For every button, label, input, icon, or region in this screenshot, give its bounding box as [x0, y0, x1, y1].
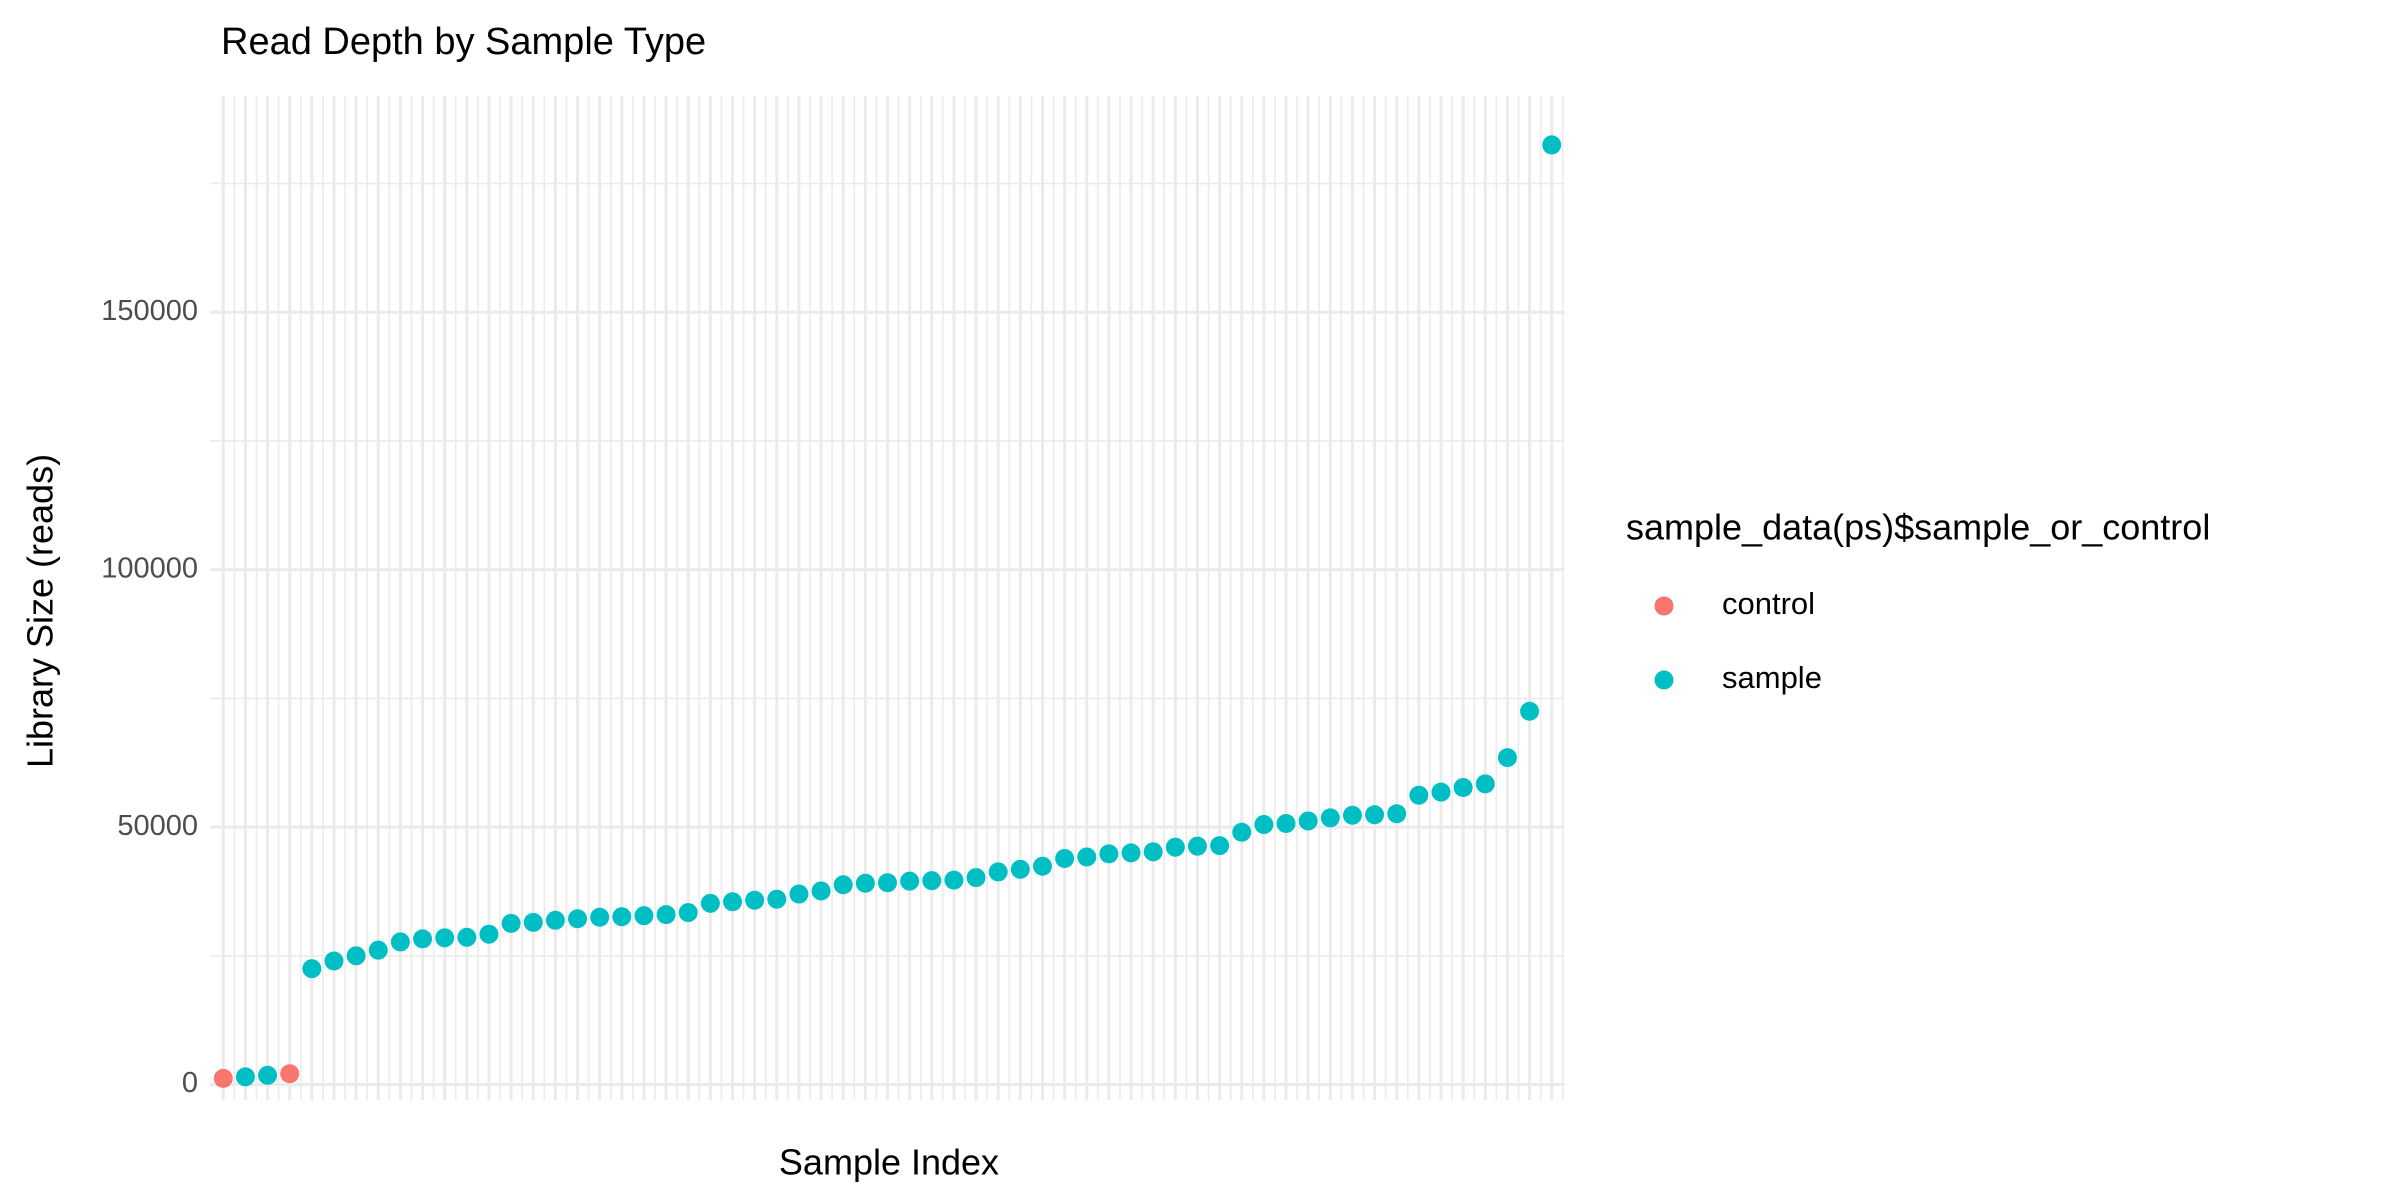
point — [1055, 849, 1075, 869]
point — [966, 868, 986, 888]
point — [878, 873, 897, 893]
legend-label: control — [1722, 586, 1815, 621]
point — [258, 1065, 278, 1085]
point — [302, 959, 322, 979]
point — [1077, 847, 1097, 867]
point — [1254, 815, 1274, 835]
point — [390, 932, 410, 952]
point — [855, 873, 875, 893]
point — [1475, 774, 1495, 794]
point — [545, 910, 565, 930]
point — [634, 906, 654, 926]
point — [811, 881, 831, 901]
point — [1276, 814, 1296, 834]
point — [280, 1064, 300, 1084]
point — [435, 928, 455, 948]
legend-title: sample_data(ps)$sample_or_control — [1626, 507, 2210, 548]
point — [789, 884, 809, 904]
point — [523, 912, 543, 932]
point — [1387, 804, 1407, 824]
point — [235, 1067, 255, 1087]
point — [1010, 859, 1030, 879]
point — [1121, 843, 1141, 863]
legend-swatch — [1654, 596, 1674, 616]
point — [568, 909, 588, 929]
point — [833, 875, 853, 895]
point — [346, 946, 366, 966]
point — [988, 862, 1008, 882]
point — [1210, 836, 1230, 856]
legend: sample_data(ps)$sample_or_control contro… — [1626, 507, 2210, 696]
point — [1099, 844, 1119, 864]
point — [501, 913, 521, 933]
point — [413, 929, 433, 949]
y-tick-label: 0 — [182, 1067, 198, 1099]
point — [922, 871, 942, 891]
point — [678, 903, 698, 923]
point — [1520, 701, 1540, 721]
point — [457, 927, 477, 947]
point — [1409, 785, 1429, 805]
legend-swatch — [1654, 670, 1674, 690]
point — [900, 871, 920, 891]
point — [723, 892, 743, 912]
y-tick-label: 100000 — [101, 552, 198, 584]
point — [1320, 808, 1340, 828]
point — [1342, 805, 1362, 825]
point — [1298, 811, 1318, 831]
point — [479, 924, 499, 944]
grid — [210, 96, 1565, 1100]
point — [1453, 777, 1473, 797]
point — [590, 907, 610, 927]
point — [1232, 822, 1252, 842]
point — [324, 951, 344, 971]
point — [745, 890, 765, 910]
point — [213, 1068, 233, 1088]
point — [1497, 748, 1517, 768]
point — [1187, 836, 1207, 856]
point — [944, 870, 964, 890]
y-axis-title: Library Size (reads) — [20, 454, 61, 768]
y-tick-label: 50000 — [117, 810, 198, 842]
y-tick-label: 150000 — [101, 295, 198, 327]
point — [1032, 856, 1052, 876]
point — [1431, 782, 1451, 802]
chart-title: Read Depth by Sample Type — [221, 21, 706, 63]
points — [213, 135, 1562, 1088]
point — [1365, 805, 1385, 825]
point — [700, 893, 720, 913]
point — [1542, 135, 1562, 155]
point — [368, 940, 388, 960]
point — [767, 889, 787, 909]
point — [1165, 837, 1185, 857]
point — [1143, 842, 1163, 862]
point — [612, 907, 632, 927]
point — [656, 905, 676, 925]
x-axis-title: Sample Index — [779, 1142, 999, 1183]
legend-label: sample — [1722, 660, 1822, 695]
